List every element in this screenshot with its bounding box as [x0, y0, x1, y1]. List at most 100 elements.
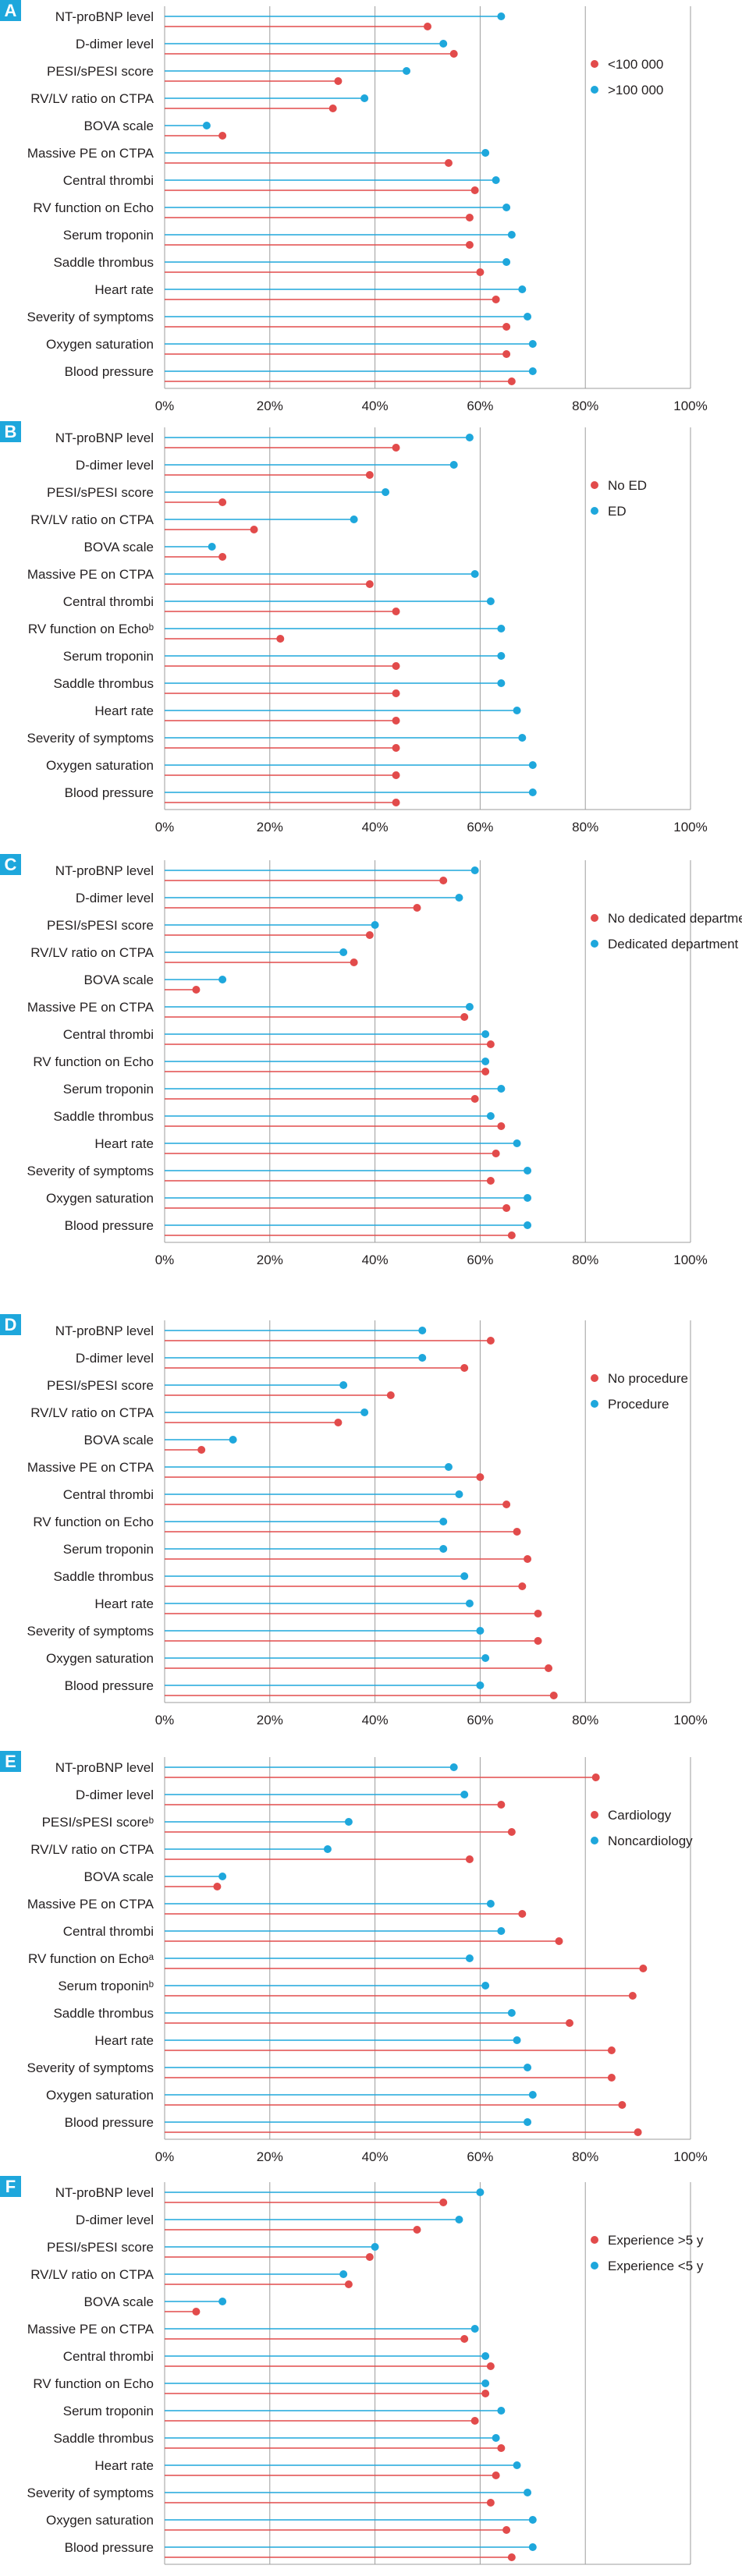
x-tick-label: 20%	[257, 2149, 283, 2164]
category-label: Severity of symptoms	[27, 310, 154, 324]
lollipop-point	[339, 1381, 348, 1389]
category-label: NT-proBNP level	[55, 1760, 154, 1775]
category-label: NT-proBNP level	[55, 863, 154, 878]
lollipop-point	[449, 1763, 458, 1771]
legend-label: <100 000	[608, 57, 663, 72]
lollipop-point	[497, 1927, 506, 1935]
category-label: Heart rate	[94, 1136, 154, 1151]
x-tick-label: 100%	[673, 2574, 707, 2576]
lollipop-point	[555, 1937, 563, 1945]
lollipop-point	[507, 231, 516, 239]
lollipop-point	[218, 553, 227, 561]
x-tick-label: 20%	[257, 1713, 283, 1727]
lollipop-point	[524, 1555, 532, 1563]
chart-panel-c: C 0% 20% 40% 60% 80% 100% NT-proBNP level D-dime…	[0, 854, 742, 1267]
category-label: RV/LV ratio on CTPA	[30, 512, 154, 527]
category-label: Oxygen saturation	[46, 2088, 154, 2103]
x-tick-label: 60%	[467, 2574, 493, 2576]
lollipop-point	[465, 1855, 474, 1863]
category-label: NT-proBNP level	[55, 431, 154, 445]
lollipop-point	[481, 149, 490, 157]
panel-letter: E	[5, 1752, 16, 1771]
lollipop-point	[250, 526, 258, 533]
lollipop-point	[528, 761, 537, 769]
x-tick-label: 40%	[362, 820, 389, 834]
panel-badge	[0, 1751, 21, 1772]
lollipop-point	[481, 1068, 490, 1075]
lollipop-point	[218, 1873, 227, 1880]
legend-marker	[591, 481, 598, 489]
lollipop-point	[460, 1364, 469, 1372]
legend-label: Procedure	[608, 1397, 669, 1412]
lollipop-point	[481, 1982, 490, 1990]
lollipop-point	[439, 1545, 448, 1553]
legend-marker	[591, 1374, 598, 1382]
lollipop-point	[502, 1501, 511, 1508]
lollipop-point	[439, 2199, 448, 2206]
category-label: Central thrombi	[63, 2349, 154, 2364]
lollipop-point	[528, 367, 537, 375]
lollipop-point	[444, 1463, 453, 1471]
legend-label: No procedure	[608, 1371, 688, 1386]
lollipop-point	[481, 2390, 490, 2397]
lollipop-point	[470, 866, 479, 874]
chart-panel-d: D 0% 20% 40% 60% 80% 100% NT-proBNP level D-dime…	[0, 1314, 708, 1727]
legend-label: Experience >5 y	[608, 2233, 704, 2248]
lollipop-point	[476, 1627, 485, 1635]
category-label: Massive PE on CTPA	[27, 1460, 154, 1475]
category-label: D-dimer level	[76, 458, 154, 473]
lollipop-point	[192, 986, 201, 994]
lollipop-point	[350, 958, 358, 966]
lollipop-point	[492, 2471, 500, 2479]
legend-marker	[591, 2262, 598, 2270]
lollipop-point	[497, 625, 506, 632]
category-label: Serum troponin	[63, 649, 154, 664]
x-tick-label: 100%	[673, 399, 707, 413]
lollipop-point	[524, 2064, 532, 2071]
x-tick-label: 20%	[257, 2574, 283, 2576]
category-label: RV function on Echo	[33, 200, 154, 215]
lollipop-point	[470, 1095, 479, 1103]
lollipop-point	[486, 1337, 495, 1345]
lollipop-point	[492, 1150, 500, 1157]
lollipop-point	[565, 2019, 573, 2027]
x-tick-label: 40%	[362, 2574, 389, 2576]
category-label: Heart rate	[94, 2033, 154, 2048]
category-label: PESI/sPESI score	[47, 918, 154, 933]
category-label: PESI/sPESI scoreᵇ	[42, 1815, 154, 1830]
panel-letter: B	[5, 422, 17, 441]
lollipop-point	[392, 799, 400, 806]
lollipop-point	[492, 296, 500, 303]
lollipop-point	[524, 2489, 532, 2496]
category-label: RV function on Echoᵃ	[28, 1951, 154, 1966]
lollipop-point	[507, 2553, 516, 2561]
category-label: D-dimer level	[76, 2213, 154, 2227]
lollipop-point	[218, 132, 227, 140]
lollipop-point	[481, 2379, 490, 2387]
lollipop-point	[334, 77, 343, 85]
lollipop-point	[365, 931, 374, 939]
lollipop-point	[507, 1231, 516, 1239]
lollipop-point	[534, 1610, 542, 1618]
category-label: Saddle thrombus	[53, 255, 154, 270]
legend-marker	[591, 86, 598, 94]
lollipop-point	[344, 1818, 353, 1826]
lollipop-point	[392, 662, 400, 670]
lollipop-point	[528, 340, 537, 348]
lollipop-point	[634, 2128, 642, 2136]
x-tick-label: 80%	[572, 2574, 598, 2576]
category-label: Heart rate	[94, 2458, 154, 2473]
x-tick-label: 60%	[467, 1713, 493, 1727]
lollipop-point	[439, 1518, 448, 1525]
lollipop-point	[439, 40, 448, 48]
lollipop-point	[403, 67, 411, 75]
lollipop-point	[213, 1883, 222, 1890]
lollipop-point	[497, 1085, 506, 1093]
category-label: RV/LV ratio on CTPA	[30, 1405, 154, 1420]
lollipop-point	[502, 204, 511, 211]
lollipop-point	[528, 2543, 537, 2551]
lollipop-point	[360, 94, 369, 102]
category-label: Heart rate	[94, 703, 154, 718]
chart-panel-e: E 0% 20% 40% 60% 80% 100% NT-proBNP level D-dime…	[0, 1751, 708, 2164]
